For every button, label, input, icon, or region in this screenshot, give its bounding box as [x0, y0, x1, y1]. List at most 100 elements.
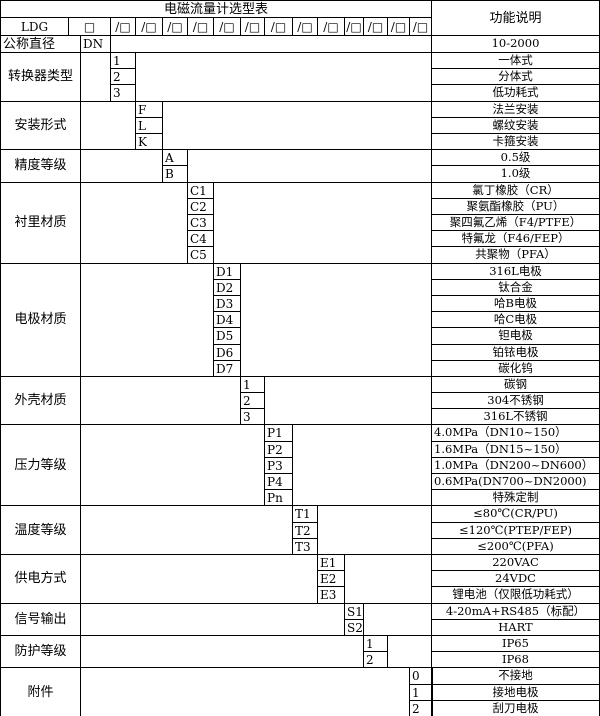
- blank: [81, 150, 163, 183]
- model-slot: /□: [293, 18, 318, 36]
- option-description: 聚四氟乙烯（F4/PTFE）: [432, 215, 600, 231]
- model-slot: /□: [410, 18, 432, 36]
- model-slot: /□: [345, 18, 364, 36]
- option-description: 316L电极: [432, 264, 600, 280]
- option-description: HART: [432, 620, 600, 636]
- option-description: IP68: [432, 652, 600, 668]
- option-code: C5: [188, 247, 214, 264]
- option-description: 卡箍安装: [432, 134, 600, 150]
- blank: [81, 668, 410, 716]
- option-code: A: [163, 150, 188, 166]
- blank: [81, 101, 136, 151]
- option-code: 0: [410, 668, 432, 685]
- nominal-diameter-label: 公称直径: [1, 36, 81, 53]
- option-code: D7: [214, 361, 241, 377]
- blank: [136, 53, 432, 102]
- option-code: B: [163, 166, 188, 183]
- option-description: 0.6MPa(DN700~DN2000): [432, 474, 600, 490]
- blank: [81, 182, 188, 264]
- option-code: C2: [188, 199, 214, 215]
- blank: [81, 53, 111, 102]
- option-code: D4: [214, 312, 241, 328]
- option-code: 3: [241, 409, 265, 425]
- option-description: 钛合金: [432, 280, 600, 296]
- group-label: 衬里材质: [1, 182, 81, 264]
- option-code: E3: [318, 587, 345, 604]
- option-code: 2: [111, 69, 136, 85]
- option-description: ≤80℃(CR/PU): [432, 506, 600, 523]
- option-code: 1: [241, 377, 265, 393]
- model-slot: /□: [265, 18, 293, 36]
- option-code: D2: [214, 280, 241, 296]
- blank: [214, 182, 432, 264]
- blank: [163, 101, 432, 151]
- model-slot: /□: [163, 18, 188, 36]
- table-title: 电磁流量计选型表: [1, 1, 432, 18]
- blank: [81, 425, 265, 507]
- option-description: 哈B电极: [432, 296, 600, 312]
- option-code: L: [136, 118, 163, 134]
- option-description: 24VDC: [432, 571, 600, 587]
- model-slot: /□: [111, 18, 136, 36]
- option-description: 220VAC: [432, 555, 600, 571]
- option-code: E1: [318, 555, 345, 571]
- model-slot: /□: [318, 18, 345, 36]
- option-description: 分体式: [432, 69, 600, 85]
- option-code: 2: [410, 701, 432, 716]
- option-code: D1: [214, 264, 241, 280]
- group-label: 防护等级: [1, 636, 81, 669]
- option-code: P1: [265, 425, 293, 442]
- option-code: P3: [265, 458, 293, 474]
- nominal-diameter-code: DN: [81, 36, 111, 53]
- group-label: 附件: [1, 668, 81, 716]
- option-code: Pn: [265, 490, 293, 506]
- option-description: 1.0级: [432, 166, 600, 183]
- nominal-diameter-desc: 10-2000: [432, 36, 600, 53]
- blank: [81, 603, 345, 636]
- option-code: C1: [188, 183, 214, 199]
- model-slot: /□: [364, 18, 388, 36]
- option-description: 特氟龙（F46/FEP）: [432, 231, 600, 247]
- option-code: T1: [293, 506, 318, 523]
- group-label: 安装形式: [1, 101, 81, 151]
- blank: [111, 36, 432, 53]
- option-description: ≤120℃(PTEP/FEP): [432, 523, 600, 539]
- option-description: 4.0MPa（DN10~150）: [432, 425, 600, 442]
- model-slot: □: [69, 18, 111, 36]
- group-label: 外壳材质: [1, 376, 81, 426]
- model-slot: /□: [136, 18, 163, 36]
- group-label: 供电方式: [1, 555, 81, 604]
- option-description: 0.5级: [432, 150, 600, 166]
- option-description: 1.6MPa（DN15~150）: [432, 442, 600, 458]
- option-code: E2: [318, 571, 345, 587]
- model-slot: /□: [214, 18, 241, 36]
- option-code: T2: [293, 523, 318, 539]
- group-label: 信号输出: [1, 603, 81, 636]
- blank: [81, 636, 364, 669]
- option-description: 低功耗式: [432, 85, 600, 102]
- option-description: IP65: [432, 636, 600, 652]
- option-code: F: [136, 102, 163, 118]
- option-code: C4: [188, 231, 214, 247]
- model-slot: /□: [388, 18, 410, 36]
- option-description: 304不锈钢: [432, 393, 600, 409]
- option-code: D6: [214, 345, 241, 361]
- model-slot: /□: [241, 18, 265, 36]
- option-code: K: [136, 134, 163, 150]
- option-description: 法兰安装: [432, 102, 600, 118]
- blank: [364, 603, 432, 636]
- blank: [81, 506, 293, 556]
- option-code: 1: [410, 685, 432, 701]
- option-code: 2: [241, 393, 265, 409]
- option-description: 不接地: [432, 668, 600, 685]
- option-code: D5: [214, 328, 241, 345]
- blank: [265, 376, 432, 426]
- option-description: 共聚物（PFA）: [432, 247, 600, 264]
- option-description: 铂铱电极: [432, 345, 600, 361]
- function-header: 功能说明: [432, 1, 600, 36]
- option-code: P2: [265, 442, 293, 458]
- option-code: S1: [345, 604, 364, 620]
- option-description: 碳化钨: [432, 361, 600, 377]
- option-code: S2: [345, 620, 364, 636]
